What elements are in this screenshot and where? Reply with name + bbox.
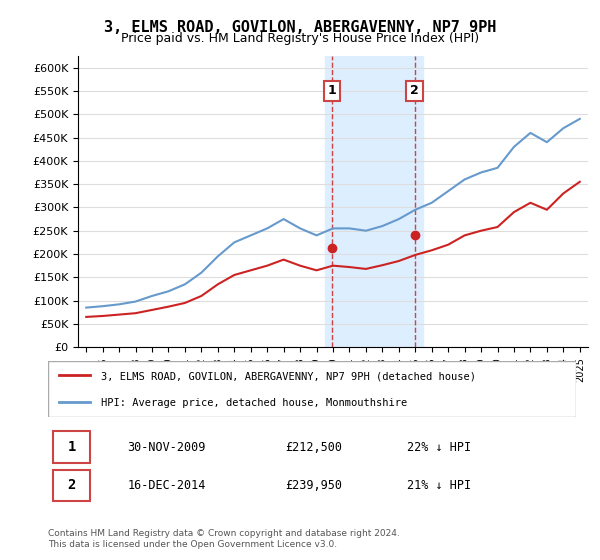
Text: 2: 2 <box>68 478 76 492</box>
Text: 21% ↓ HPI: 21% ↓ HPI <box>407 479 471 492</box>
Text: 2: 2 <box>410 85 419 97</box>
Text: 16-DEC-2014: 16-DEC-2014 <box>127 479 206 492</box>
Text: 22% ↓ HPI: 22% ↓ HPI <box>407 441 471 454</box>
Text: HPI: Average price, detached house, Monmouthshire: HPI: Average price, detached house, Monm… <box>101 398 407 408</box>
Text: 30-NOV-2009: 30-NOV-2009 <box>127 441 206 454</box>
FancyBboxPatch shape <box>48 361 576 417</box>
Text: 1: 1 <box>327 85 336 97</box>
Text: 3, ELMS ROAD, GOVILON, ABERGAVENNY, NP7 9PH: 3, ELMS ROAD, GOVILON, ABERGAVENNY, NP7 … <box>104 20 496 35</box>
Text: £212,500: £212,500 <box>286 441 343 454</box>
Text: 3, ELMS ROAD, GOVILON, ABERGAVENNY, NP7 9PH (detached house): 3, ELMS ROAD, GOVILON, ABERGAVENNY, NP7 … <box>101 372 476 382</box>
Text: Price paid vs. HM Land Registry's House Price Index (HPI): Price paid vs. HM Land Registry's House … <box>121 32 479 45</box>
Text: 1: 1 <box>68 440 76 454</box>
Text: Contains HM Land Registry data © Crown copyright and database right 2024.
This d: Contains HM Land Registry data © Crown c… <box>48 529 400 549</box>
FancyBboxPatch shape <box>53 470 90 501</box>
Bar <box>325 56 424 347</box>
Text: £239,950: £239,950 <box>286 479 343 492</box>
FancyBboxPatch shape <box>53 432 90 463</box>
